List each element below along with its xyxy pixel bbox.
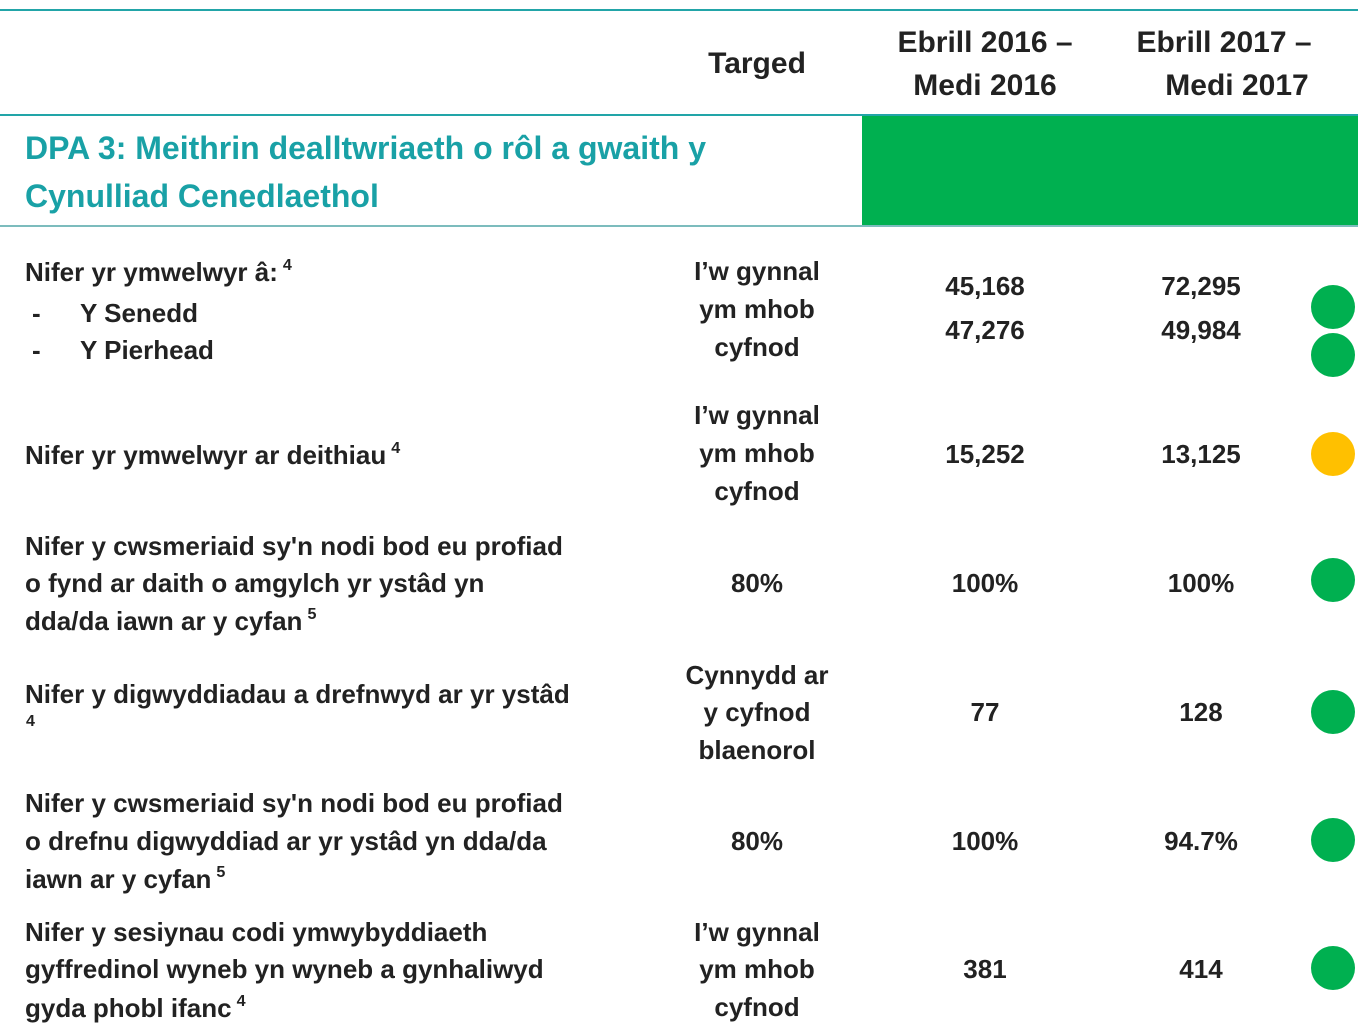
list-item: Y Senedd [80,298,199,328]
row-label: Nifer y cwsmeriaid sy'n nodi bod eu prof… [25,531,563,561]
section-rule [0,225,1358,227]
row-label: dda/da iawn ar y cyfan 5 [25,604,317,637]
target: y cyfnod [703,697,811,727]
footnote-ref: 4 [236,991,246,1010]
row-label: o drefnu digwyddiad ar yr ystâd yn dda/d… [25,826,547,856]
row-label: Nifer y digwyddiadau a drefnwyd ar yr ys… [25,679,570,709]
row-label: Nifer y cwsmeriaid sy'n nodi bod eu prof… [25,788,563,818]
list-item: Y Pierhead [80,335,214,365]
column-header: Targed [708,47,806,80]
column-header: Medi 2016 [913,69,1057,102]
target: cyfnod [714,476,800,506]
footnote-ref: 4 [282,255,292,274]
footnote-ref: 5 [216,862,226,881]
value-2016: 100% [951,568,1019,598]
header-rule [0,114,1358,116]
target: blaenorol [698,735,816,765]
row-label: Nifer yr ymwelwyr â: 4 [25,255,292,288]
row-label: gyda phobl ifanc 4 [25,991,246,1024]
value-2017: 72,295 [1161,271,1241,301]
row-label: iawn ar y cyfan 5 [25,862,226,895]
list-bullet: - [32,335,41,365]
status-dot [1311,818,1355,862]
value-2017: 13,125 [1161,439,1241,469]
footnote-ref: 5 [307,604,317,623]
status-dot [1311,690,1355,734]
section-title: DPA 3: Meithrin dealltwriaeth o rôl a gw… [25,130,706,166]
list-bullet: - [32,298,41,328]
footnote-ref: 4 [26,713,35,730]
target: I’w gynnal [694,256,820,286]
target: cyfnod [714,992,800,1022]
value-2016: 15,252 [945,439,1025,469]
section-status-block [862,116,1358,225]
footnote-ref: 4 [391,438,401,457]
target: I’w gynnal [694,400,820,430]
target: I’w gynnal [694,917,820,947]
value-2017: 128 [1179,697,1223,727]
value-2016: 77 [970,697,1000,727]
status-dot [1311,285,1355,329]
value-2016: 100% [951,826,1019,856]
target: ym mhob [699,954,815,984]
target: ym mhob [699,438,815,468]
target: 80% [730,568,784,598]
value-2016: 47,276 [945,315,1025,345]
status-dot [1311,946,1355,990]
target: ym mhob [699,294,815,324]
row-label: gyffredinol wyneb yn wyneb a gynhaliwyd [25,954,544,984]
top-rule [0,9,1358,11]
target: cyfnod [714,332,800,362]
target: Cynnydd ar [685,660,829,690]
row-label: Nifer yr ymwelwyr ar deithiau 4 [25,438,401,471]
row-label: o fynd ar daith o amgylch yr ystâd yn [25,568,485,598]
value-2017: 94.7% [1164,826,1238,856]
status-dot [1311,558,1355,602]
value-2017: 414 [1179,954,1223,984]
value-2016: 381 [963,954,1007,984]
status-dot [1311,432,1355,476]
value-2016: 45,168 [945,271,1025,301]
column-header: Ebrill 2017 – [1136,26,1312,59]
row-label: Nifer y sesiynau codi ymwybyddiaeth [25,917,488,947]
value-2017: 49,984 [1161,315,1241,345]
section-title: Cynulliad Cenedlaethol [25,178,379,214]
column-header: Ebrill 2016 – [897,26,1073,59]
value-2017: 100% [1167,568,1235,598]
status-dot [1311,333,1355,377]
target: 80% [730,826,784,856]
column-header: Medi 2017 [1165,69,1309,102]
